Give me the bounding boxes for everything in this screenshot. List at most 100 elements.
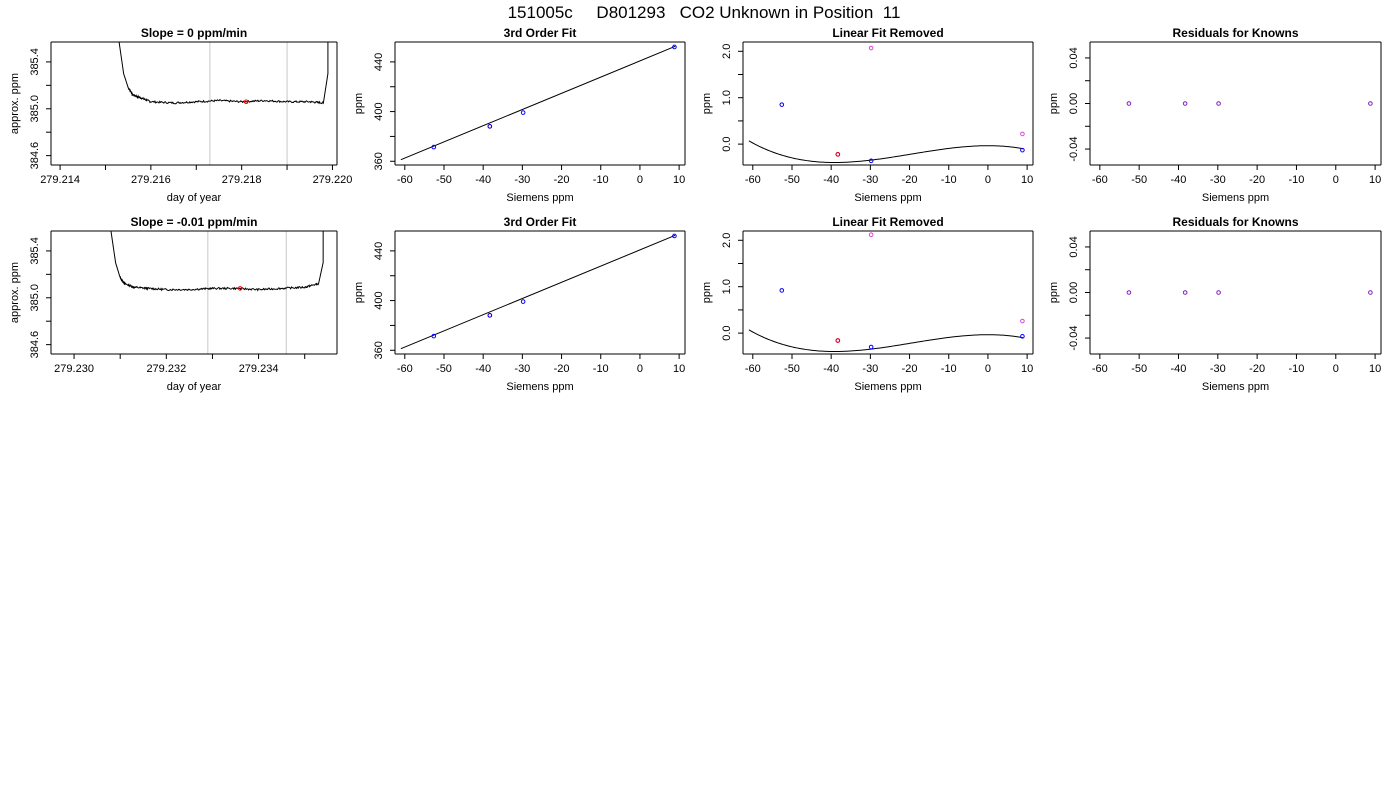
y-tick-label: 2.0 xyxy=(721,44,733,59)
x-tick-label: -50 xyxy=(784,174,800,186)
data-point xyxy=(868,45,874,51)
x-tick-label: -10 xyxy=(1288,363,1304,375)
x-tick-label: 279.216 xyxy=(131,174,171,186)
fit-curve xyxy=(748,329,1024,353)
x-tick-label: -40 xyxy=(823,174,839,186)
x-axis-label: Siemens ppm xyxy=(506,192,573,204)
data-point xyxy=(672,233,677,239)
x-tick-label: -20 xyxy=(902,174,918,186)
chart-panel-3: Linear Fit Removed -60 -50 -40 -30 -20 -10 0 10 0… xyxy=(701,26,1034,204)
y-axis-label: ppm xyxy=(353,93,365,114)
x-tick-label: -40 xyxy=(823,363,839,375)
x-tick-label: 279.218 xyxy=(222,174,262,186)
plot-area xyxy=(110,231,324,354)
y-tick-label: 0.00 xyxy=(1068,282,1080,303)
data-point xyxy=(1216,101,1221,106)
x-tick-label: 0 xyxy=(985,363,991,375)
x-tick-label: 279.220 xyxy=(313,174,353,186)
x-tick-label: 279.234 xyxy=(239,363,279,375)
y-tick-label: 400 xyxy=(373,102,385,120)
data-point xyxy=(431,144,437,150)
chart-title: Linear Fit Removed xyxy=(832,215,943,229)
data-point xyxy=(1020,131,1025,137)
chart-panel-1: Slope = 0 ppm/min 279.214 279.216 279.218 27… xyxy=(9,26,352,204)
x-tick-label: 0 xyxy=(637,174,643,186)
x-tick-label: -60 xyxy=(397,174,413,186)
chart-panel-7: Linear Fit Removed -60 -50 -40 -30 -20 -10 0 10 0… xyxy=(701,215,1034,393)
x-tick-label: 10 xyxy=(1369,363,1381,375)
y-axis-label: ppm xyxy=(1048,282,1060,303)
x-tick-label: -60 xyxy=(397,363,413,375)
y-tick-label: 384.6 xyxy=(29,142,41,170)
x-axis-label: Siemens ppm xyxy=(1202,192,1269,204)
x-axis-label: Siemens ppm xyxy=(854,192,921,204)
x-tick-label: -60 xyxy=(1092,174,1108,186)
y-axis-label: approx. ppm xyxy=(9,262,21,323)
fit-curve xyxy=(748,140,1024,164)
y-tick-label: 1.0 xyxy=(721,279,733,294)
x-tick-label: -20 xyxy=(554,363,570,375)
data-point xyxy=(868,344,874,350)
data-point xyxy=(779,288,785,293)
data-point xyxy=(1020,318,1025,324)
x-tick-label: 0 xyxy=(637,363,643,375)
plot-area xyxy=(748,232,1025,353)
data-point xyxy=(487,313,493,318)
plot-area xyxy=(400,233,677,350)
data-point xyxy=(1182,101,1188,106)
chart-title: Residuals for Knowns xyxy=(1172,215,1298,229)
y-tick-label: 385.0 xyxy=(29,95,41,123)
y-tick-label: -0.04 xyxy=(1068,137,1080,162)
x-tick-label: 10 xyxy=(1021,174,1033,186)
x-tick-label: -50 xyxy=(1131,174,1147,186)
x-tick-label: -40 xyxy=(475,174,491,186)
x-tick-label: -30 xyxy=(1210,174,1226,186)
data-point xyxy=(779,102,785,107)
x-tick-label: -20 xyxy=(1249,363,1265,375)
x-tick-label: -30 xyxy=(1210,363,1226,375)
x-tick-label: -10 xyxy=(593,363,609,375)
y-tick-label: 400 xyxy=(373,291,385,309)
y-tick-label: 0.04 xyxy=(1068,236,1080,257)
y-tick-label: -0.04 xyxy=(1068,326,1080,351)
y-tick-label: 2.0 xyxy=(721,233,733,248)
data-point xyxy=(835,338,841,343)
fit-line xyxy=(400,234,676,350)
x-axis-label: day of year xyxy=(167,381,222,393)
plot-area xyxy=(1126,101,1373,106)
x-tick-label: -50 xyxy=(436,174,452,186)
x-tick-label: -30 xyxy=(862,363,878,375)
x-tick-label: -50 xyxy=(1131,363,1147,375)
x-tick-label: -40 xyxy=(475,363,491,375)
y-tick-label: 0.0 xyxy=(721,325,733,340)
data-point xyxy=(868,232,874,238)
plot-area xyxy=(400,44,677,161)
data-point xyxy=(431,333,437,339)
plot-area xyxy=(118,42,329,165)
y-tick-label: 385.4 xyxy=(29,237,41,265)
chart-title: Slope = 0 ppm/min xyxy=(141,26,247,40)
chart-panel-4: Residuals for Knowns -60 -50 -40 -30 -20 -10 0 1… xyxy=(1048,26,1382,204)
x-tick-label: 10 xyxy=(1021,363,1033,375)
y-axis-label: ppm xyxy=(701,282,713,303)
y-axis-label: ppm xyxy=(1048,93,1060,114)
data-point xyxy=(520,110,526,115)
y-axis-label: ppm xyxy=(353,282,365,303)
chart-title: Residuals for Knowns xyxy=(1172,26,1298,40)
data-point xyxy=(1216,290,1221,295)
y-tick-label: 0.04 xyxy=(1068,47,1080,68)
chart-panel-2: 3rd Order Fit -60 -50 -40 -30 -20 -10 0 10 360 400… xyxy=(353,26,686,204)
chart-panel-8: Residuals for Knowns -60 -50 -40 -30 -20 -10 0 1… xyxy=(1048,215,1382,393)
x-tick-label: 10 xyxy=(673,363,685,375)
data-point xyxy=(672,44,677,50)
trace-line xyxy=(118,42,329,105)
x-axis-label: Siemens ppm xyxy=(506,381,573,393)
fit-line xyxy=(400,45,676,161)
y-tick-label: 384.6 xyxy=(29,331,41,359)
x-tick-label: 279.232 xyxy=(146,363,186,375)
plot-area xyxy=(748,45,1025,164)
x-tick-label: -60 xyxy=(745,174,761,186)
data-point xyxy=(520,299,526,304)
data-point xyxy=(868,158,874,164)
